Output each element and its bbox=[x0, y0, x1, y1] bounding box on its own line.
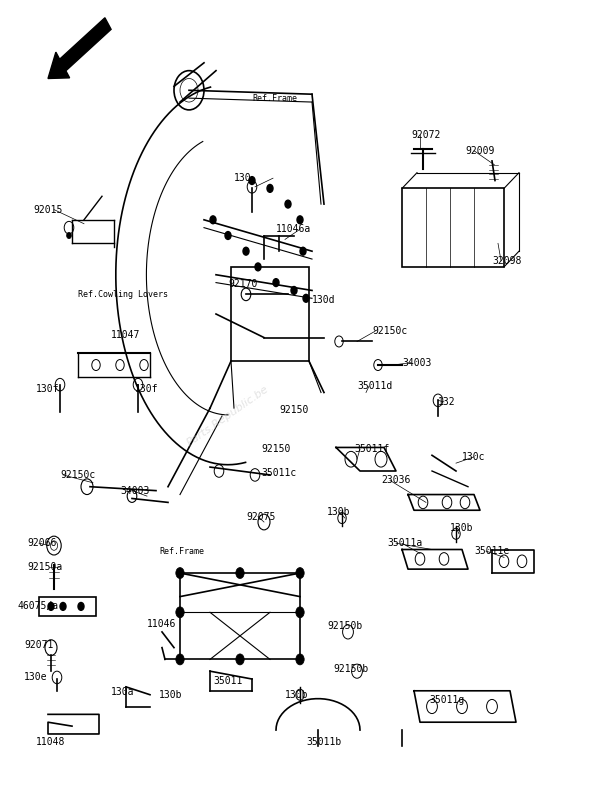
Circle shape bbox=[67, 232, 71, 239]
Text: 11048: 11048 bbox=[36, 737, 65, 747]
Text: 130b: 130b bbox=[159, 690, 182, 699]
Text: 11046: 11046 bbox=[147, 619, 176, 629]
Text: 92009: 92009 bbox=[465, 146, 494, 155]
Bar bbox=[39, 597, 96, 616]
Circle shape bbox=[60, 603, 66, 611]
Circle shape bbox=[296, 654, 304, 665]
Text: 132: 132 bbox=[438, 397, 455, 407]
Text: 130a: 130a bbox=[111, 688, 134, 697]
Circle shape bbox=[176, 607, 184, 618]
Text: 11047: 11047 bbox=[111, 330, 140, 340]
Text: 35011f: 35011f bbox=[354, 444, 389, 454]
Circle shape bbox=[236, 654, 244, 665]
Text: 130b: 130b bbox=[285, 690, 308, 699]
Text: 130f: 130f bbox=[36, 384, 59, 393]
Circle shape bbox=[210, 216, 216, 224]
Bar bbox=[231, 267, 309, 361]
Text: Ref.Frame: Ref.Frame bbox=[252, 93, 297, 103]
Text: 92075: 92075 bbox=[246, 512, 275, 521]
Text: Ref.Cowling Lovers: Ref.Cowling Lovers bbox=[78, 290, 168, 299]
Text: Parts.Republic.be: Parts.Republic.be bbox=[185, 384, 271, 448]
Text: 92150b: 92150b bbox=[327, 622, 362, 631]
Text: 35011b: 35011b bbox=[306, 737, 341, 747]
Text: 92150c: 92150c bbox=[60, 470, 95, 480]
Text: 34003: 34003 bbox=[120, 486, 149, 495]
Circle shape bbox=[78, 603, 84, 611]
Circle shape bbox=[297, 216, 303, 224]
Text: 32098: 32098 bbox=[492, 256, 521, 265]
Circle shape bbox=[225, 232, 231, 239]
Text: 35011c: 35011c bbox=[261, 468, 296, 477]
Text: 92072: 92072 bbox=[411, 130, 440, 140]
Text: 130b: 130b bbox=[450, 523, 473, 532]
Text: 92066: 92066 bbox=[27, 539, 56, 548]
Text: 35011a: 35011a bbox=[387, 539, 422, 548]
Text: 92150: 92150 bbox=[279, 405, 308, 414]
Circle shape bbox=[249, 177, 255, 184]
Text: 92150c: 92150c bbox=[372, 327, 407, 336]
Text: 92170: 92170 bbox=[228, 279, 257, 289]
Text: 34003: 34003 bbox=[402, 358, 431, 367]
Text: 130f: 130f bbox=[135, 384, 158, 393]
Text: 35011d: 35011d bbox=[357, 382, 392, 391]
Text: 130c: 130c bbox=[462, 452, 485, 462]
Text: 130: 130 bbox=[234, 173, 251, 183]
Text: 92015: 92015 bbox=[33, 205, 62, 214]
Circle shape bbox=[236, 568, 244, 579]
Text: 130b: 130b bbox=[327, 507, 350, 517]
Text: 92150: 92150 bbox=[261, 444, 290, 454]
Text: 130e: 130e bbox=[24, 672, 47, 681]
Bar bbox=[402, 188, 504, 267]
Text: 92150a: 92150a bbox=[27, 562, 62, 571]
Circle shape bbox=[176, 568, 184, 579]
Text: 92071: 92071 bbox=[24, 641, 53, 650]
Circle shape bbox=[267, 184, 273, 192]
Text: 35011: 35011 bbox=[213, 677, 242, 686]
Circle shape bbox=[303, 294, 309, 302]
Circle shape bbox=[285, 200, 291, 208]
Circle shape bbox=[48, 603, 54, 611]
Circle shape bbox=[296, 568, 304, 579]
Circle shape bbox=[296, 607, 304, 618]
Text: 46075/a: 46075/a bbox=[18, 601, 59, 611]
Text: 35011g: 35011g bbox=[429, 696, 464, 705]
Circle shape bbox=[273, 279, 279, 287]
Text: 130d: 130d bbox=[312, 295, 335, 305]
Text: 23036: 23036 bbox=[381, 476, 410, 485]
Circle shape bbox=[255, 263, 261, 271]
Circle shape bbox=[291, 287, 297, 294]
Text: 11046a: 11046a bbox=[276, 225, 311, 234]
Text: 35011e: 35011e bbox=[474, 546, 509, 556]
FancyArrow shape bbox=[48, 18, 111, 78]
Circle shape bbox=[300, 247, 306, 255]
Text: 92150b: 92150b bbox=[333, 664, 368, 674]
Circle shape bbox=[243, 247, 249, 255]
Circle shape bbox=[176, 654, 184, 665]
Text: Ref.Frame: Ref.Frame bbox=[159, 546, 204, 556]
